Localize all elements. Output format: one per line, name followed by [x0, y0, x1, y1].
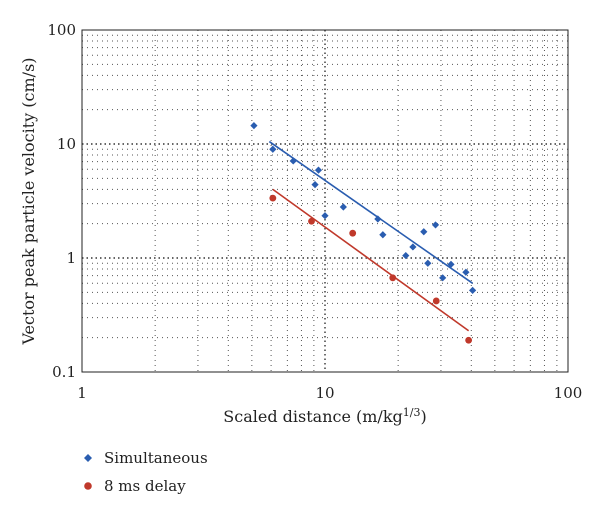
x-axis-label: Scaled distance (m/kg1/3): [223, 406, 426, 426]
data-point: [409, 243, 417, 251]
data-point: [308, 217, 315, 225]
x-axis: 1 10 100: [77, 384, 582, 402]
x-tick-label: 1: [77, 384, 87, 402]
y-tick-label: 10: [57, 135, 76, 153]
data-point: [465, 336, 473, 344]
data-point: [250, 122, 258, 130]
data-point: [269, 145, 277, 153]
legend-label-simultaneous: Simultaneous: [104, 449, 208, 467]
x-tick-label: 10: [315, 384, 334, 402]
data-point: [314, 166, 323, 174]
series-8ms-delay: [269, 188, 473, 344]
data-point: [311, 181, 319, 189]
data-point: [432, 297, 440, 305]
data-point: [431, 221, 440, 229]
data-point: [269, 194, 277, 202]
data-point: [462, 268, 470, 276]
data-point: [289, 157, 297, 165]
data-point: [424, 259, 432, 267]
data-point: [379, 231, 387, 239]
data-point: [447, 260, 455, 268]
x-axis-label-tail: ): [420, 407, 426, 426]
data-point: [339, 203, 347, 211]
y-axis-label: Vector peak particle velocity (cm/s): [19, 57, 38, 345]
series-layer: [250, 122, 477, 344]
data-point: [469, 286, 477, 294]
y-tick-label: 100: [47, 21, 76, 39]
y-tick-label: 0.1: [52, 363, 76, 381]
data-point: [402, 251, 410, 260]
x-axis-label-exponent: 1/3: [403, 406, 421, 419]
legend-item-8ms-delay: 8 ms delay: [84, 477, 186, 495]
legend-label-8ms-delay: 8 ms delay: [104, 477, 186, 495]
grid: [82, 30, 568, 372]
data-point: [349, 229, 357, 237]
legend-marker-8ms-delay: [84, 482, 92, 490]
x-axis-label-main: Scaled distance (m/kg: [223, 407, 402, 426]
trendline: [272, 188, 470, 332]
y-axis: 0.1 1 10 100: [47, 21, 76, 381]
data-point: [439, 274, 447, 282]
trendline: [268, 140, 474, 284]
data-point: [374, 215, 382, 223]
data-point: [389, 274, 397, 282]
data-point: [321, 212, 329, 220]
y-tick-label: 1: [66, 249, 76, 267]
legend: Simultaneous 8 ms delay: [84, 449, 208, 495]
series-simultaneous: [250, 122, 477, 294]
plot-frame: [81, 29, 569, 373]
x-tick-label: 100: [554, 384, 583, 402]
legend-marker-simultaneous: [84, 454, 92, 462]
legend-item-simultaneous: Simultaneous: [84, 449, 208, 467]
data-point: [420, 228, 428, 236]
